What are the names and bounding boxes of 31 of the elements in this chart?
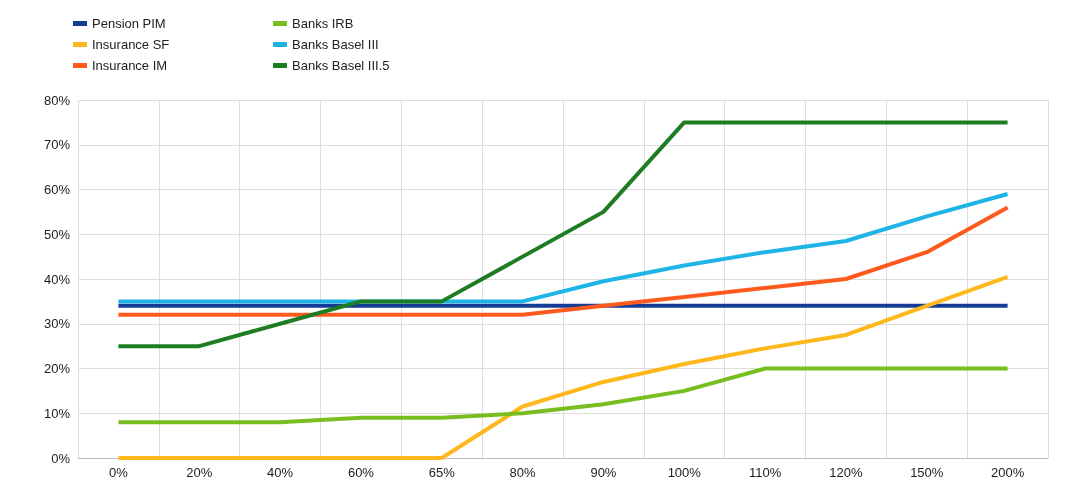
legend-label: Insurance IM [92,58,168,73]
x-tick-label: 90% [590,465,617,480]
x-tick-label: 100% [667,465,702,480]
legend-label: Banks Basel III.5 [292,58,390,73]
y-tick-label: 80% [43,92,71,108]
x-tick-label: 80% [509,465,537,480]
line-series [116,120,1010,349]
x-tick-label: 0% [109,465,129,480]
x-tick-label: 60% [347,465,375,480]
line-series [116,205,1010,317]
legend-label: Banks IRB [292,16,354,31]
line-series [116,366,1010,425]
x-tick-label: 40% [267,465,294,480]
y-tick-label: 20% [43,361,71,376]
x-tick-label: 120% [829,465,863,480]
x-tick-label: 65% [428,465,456,480]
x-tick-label: 150% [910,465,944,480]
y-tick-label: 50% [43,226,71,242]
y-tick-label: 0% [51,450,71,466]
x-tick-label: 200% [990,465,1025,480]
y-tick-label: 10% [43,405,71,421]
y-tick-label: 60% [43,182,71,197]
legend-label: Banks Basel III [292,37,379,52]
y-tick-label: 40% [43,271,71,287]
legend-label: Pension PIM [92,16,166,31]
x-tick-label: 20% [186,465,213,480]
y-tick-label: 30% [43,316,71,332]
x-tick-label: 110% [748,465,782,480]
y-tick-label: 70% [43,137,71,153]
line-series [116,274,1010,460]
legend-label: Insurance SF [92,37,170,52]
